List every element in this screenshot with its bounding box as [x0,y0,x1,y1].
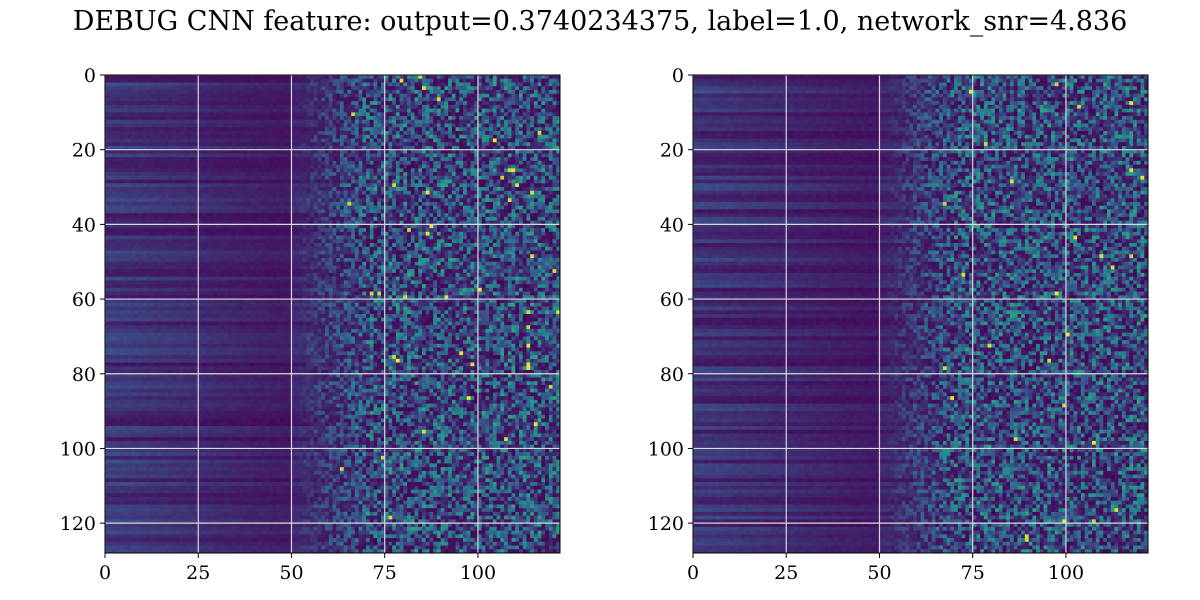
y-tick-label: 120 [60,513,96,535]
axes-frame [692,74,1149,554]
y-tick-label: 20 [72,140,96,162]
y-tick-label: 0 [84,65,96,87]
x-tick-label: 25 [774,562,798,584]
y-tick-label: 40 [660,214,684,236]
y-tick-label: 0 [672,65,684,87]
x-tick-label: 100 [460,562,496,584]
y-tick-label: 80 [660,364,684,386]
y-tick-label: 20 [660,140,684,162]
heatmap-cells [105,75,561,554]
x-tick-label: 0 [99,562,111,584]
x-tick-label: 75 [373,562,397,584]
x-tick-label: 50 [279,562,303,584]
y-tick-label: 100 [648,438,684,460]
y-tick-label: 60 [72,289,96,311]
y-tick-label: 100 [60,438,96,460]
y-tick-label: 40 [72,214,96,236]
y-tick-label: 120 [648,513,684,535]
x-tick-label: 0 [687,562,699,584]
x-tick-label: 100 [1048,562,1084,584]
y-tick-label: 80 [72,364,96,386]
y-tick-label: 60 [660,289,684,311]
axes-frame [104,74,561,554]
heatmap-cells [693,75,1149,554]
figure-title: DEBUG CNN feature: output=0.3740234375, … [0,6,1200,37]
x-tick-label: 50 [867,562,891,584]
x-tick-label: 75 [961,562,985,584]
x-tick-label: 25 [186,562,210,584]
